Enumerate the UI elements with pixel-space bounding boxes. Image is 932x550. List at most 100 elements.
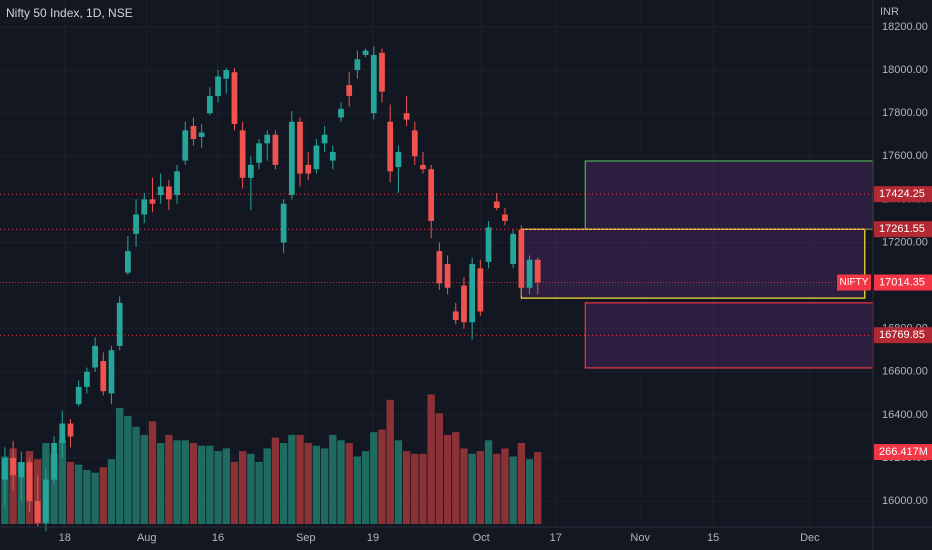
- candle-body: [223, 70, 230, 79]
- candle-body: [370, 54, 377, 114]
- candle-body: [444, 264, 451, 288]
- candle-body: [387, 121, 394, 172]
- currency: INR: [880, 6, 899, 18]
- candle-body: [108, 350, 115, 394]
- candle-body: [452, 311, 459, 321]
- volume-bar: [460, 448, 468, 524]
- candle-body: [59, 423, 66, 443]
- volume-bar: [411, 453, 419, 524]
- volume-bar: [230, 461, 239, 524]
- volume-bar: [329, 434, 337, 524]
- candle-body: [354, 59, 361, 71]
- candle-body: [190, 126, 197, 140]
- candle-body: [26, 462, 33, 502]
- candle-body: [534, 259, 541, 283]
- candle-body: [51, 442, 57, 480]
- volume-bar: [361, 451, 370, 524]
- volume-bar: [517, 443, 526, 524]
- zone: [584, 160, 874, 230]
- candle-body: [133, 214, 139, 234]
- candle-body: [469, 264, 476, 323]
- volume-bar: [370, 432, 378, 524]
- symbol-label: NIFTY: [840, 277, 869, 288]
- candle-body: [485, 227, 492, 262]
- candle-body: [518, 229, 525, 288]
- volume-bar: [509, 456, 517, 524]
- candle-body: [420, 164, 426, 170]
- x-tick-label: 19: [367, 532, 379, 544]
- volume-bar: [345, 443, 353, 524]
- candle-body: [395, 151, 402, 168]
- volume-bar: [304, 443, 312, 524]
- candle-body: [75, 386, 82, 405]
- volume-bar: [132, 426, 140, 524]
- volume-bar: [58, 440, 66, 524]
- volume-bar: [337, 440, 345, 524]
- candle-body: [149, 199, 156, 204]
- candle-body: [329, 151, 336, 161]
- volume-bar: [115, 407, 124, 524]
- volume-bar: [148, 421, 157, 524]
- candle-body: [264, 134, 271, 144]
- chart-title: Nifty 50 Index, 1D, NSE: [6, 6, 133, 20]
- volume-bar: [124, 416, 132, 524]
- x-tick-label: Dec: [800, 532, 820, 544]
- volume-bar: [75, 464, 83, 524]
- volume-bar: [197, 445, 206, 524]
- symbol-bg: [837, 274, 871, 291]
- candle-body: [2, 458, 8, 480]
- volume-bar: [435, 413, 444, 524]
- x-tick-label: 16: [212, 532, 224, 544]
- volume-bar: [484, 440, 493, 524]
- volume-bar: [66, 461, 75, 524]
- volume-bar: [501, 448, 509, 524]
- candle-body: [116, 302, 123, 346]
- volume-bar: [247, 453, 255, 524]
- candle-body: [174, 171, 180, 196]
- candle-body: [321, 134, 328, 144]
- y-tick-label: 18000.00: [882, 64, 928, 76]
- y-tick-label: 16600.00: [882, 366, 928, 378]
- x-tick-label: 17: [550, 532, 562, 544]
- candle-body: [313, 145, 320, 170]
- volume-bar: [181, 440, 189, 524]
- candle-body: [526, 259, 533, 288]
- volume-label-bg: [874, 444, 932, 461]
- candle-body: [362, 50, 369, 55]
- volume-bar: [452, 432, 460, 524]
- volume-bar: [279, 443, 288, 524]
- zone: [584, 302, 874, 369]
- price-label: 17014.35: [879, 276, 925, 288]
- candle-body: [346, 85, 353, 96]
- candle-body: [436, 251, 443, 284]
- x-tick-label: 18: [59, 532, 71, 544]
- price-label: 17424.25: [879, 188, 925, 200]
- volume-bar: [525, 459, 534, 524]
- y-tick-label: 17600.00: [882, 150, 928, 162]
- candle-body: [280, 203, 287, 243]
- y-tick-label: 16400.00: [882, 409, 928, 421]
- volume-label: 266.417M: [879, 446, 928, 458]
- candle-body: [10, 458, 16, 476]
- volume-bar: [165, 434, 173, 524]
- candle-body: [288, 121, 295, 196]
- volume-bar: [312, 445, 321, 524]
- x-tick-label: Nov: [630, 532, 650, 544]
- volume-bar: [443, 434, 452, 524]
- candle-body: [100, 361, 107, 392]
- volume-bar: [271, 437, 280, 524]
- candle-body: [403, 113, 410, 120]
- volume-bar: [156, 443, 165, 524]
- volume-bar: [173, 440, 181, 524]
- candle-body: [502, 214, 508, 221]
- candle-body: [125, 251, 131, 273]
- volume-bar: [378, 429, 386, 524]
- candle-body: [206, 95, 213, 114]
- x-tick-label: Aug: [137, 532, 157, 544]
- volume-bar: [320, 448, 329, 524]
- volume-bar: [50, 453, 58, 524]
- candle-body: [493, 201, 500, 208]
- price-label-bg: [874, 274, 932, 291]
